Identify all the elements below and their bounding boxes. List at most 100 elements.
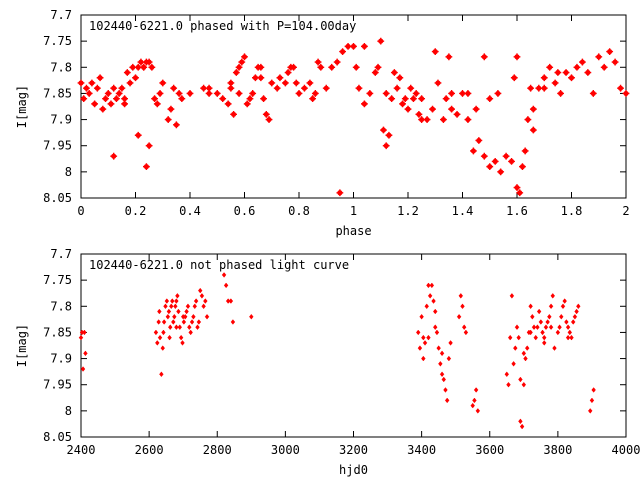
x-tick-label: 3200: [339, 443, 368, 457]
data-point: [172, 313, 177, 320]
data-point: [191, 313, 196, 320]
data-point: [546, 63, 554, 71]
data-point: [444, 397, 450, 404]
data-point: [567, 329, 573, 336]
data-point: [480, 53, 488, 61]
data-point: [470, 147, 477, 155]
data-point: [249, 313, 254, 320]
data-point: [228, 298, 234, 304]
data-point: [82, 329, 87, 336]
x-tick-label: 2: [622, 204, 629, 218]
data-point: [507, 334, 513, 341]
data-point: [145, 142, 153, 150]
data-point: [273, 84, 281, 92]
data-point: [472, 397, 477, 404]
data-point: [446, 355, 452, 362]
data-point: [418, 116, 426, 123]
data-point: [587, 408, 593, 414]
data-point: [88, 79, 96, 87]
data-point: [606, 48, 614, 55]
data-point: [265, 116, 273, 123]
data-point: [388, 95, 396, 103]
data-point: [491, 158, 499, 165]
data-point: [552, 345, 557, 351]
data-point: [148, 63, 156, 71]
data-point: [595, 53, 603, 61]
data-point: [434, 79, 442, 87]
data-point: [195, 324, 200, 331]
data-point: [235, 90, 243, 97]
y-tick-label: 7.7: [50, 8, 72, 22]
data-point: [393, 84, 401, 92]
data-point: [192, 303, 198, 310]
data-point: [396, 74, 404, 82]
data-point: [155, 340, 160, 346]
data-point: [448, 340, 453, 346]
data-point: [475, 408, 481, 414]
y-tick-label: 7.9: [50, 352, 72, 366]
data-point: [557, 324, 562, 331]
data-point: [201, 303, 206, 310]
data-point: [167, 105, 175, 113]
data-point: [188, 329, 193, 336]
data-point: [542, 334, 547, 341]
data-point: [510, 74, 518, 82]
data-point: [80, 95, 88, 103]
data-point: [438, 360, 443, 367]
data-point: [199, 293, 205, 299]
data-point: [584, 69, 592, 76]
data-point: [268, 79, 276, 87]
data-point: [153, 100, 161, 108]
y-axis-label: I[mag]: [15, 324, 29, 367]
y-tick-label: 7.95: [43, 378, 72, 392]
data-point: [399, 100, 406, 108]
data-point: [573, 63, 581, 71]
data-point: [180, 340, 185, 346]
data-point: [555, 329, 561, 336]
data-point: [562, 69, 570, 76]
data-point: [110, 152, 118, 160]
data-point: [589, 397, 595, 404]
x-tick-label: 1.8: [561, 204, 583, 218]
data-point: [174, 298, 179, 304]
data-point: [180, 313, 186, 320]
data-point: [494, 90, 502, 97]
data-point: [166, 308, 172, 315]
x-tick-label: 1.6: [506, 204, 528, 218]
data-point: [85, 90, 93, 97]
data-point: [290, 63, 297, 71]
data-point: [243, 100, 251, 108]
data-point: [565, 334, 571, 341]
data-point: [576, 303, 581, 310]
data-point: [589, 90, 597, 97]
data-point: [516, 189, 524, 197]
data-point: [554, 69, 562, 76]
data-point: [260, 95, 267, 103]
data-point: [401, 95, 409, 103]
data-point: [521, 147, 529, 155]
data-point: [83, 84, 90, 92]
data-point: [175, 293, 180, 299]
data-point: [486, 95, 494, 103]
y-tick-label: 7.9: [50, 113, 72, 127]
data-point: [461, 324, 467, 331]
data-point: [219, 95, 227, 103]
x-tick-label: 3800: [543, 443, 572, 457]
data-point: [417, 345, 423, 351]
x-axis-label: phase: [335, 224, 371, 238]
data-point: [161, 319, 167, 325]
data-point: [568, 74, 575, 82]
data-point: [382, 142, 390, 150]
data-point: [611, 58, 619, 66]
data-point: [96, 74, 104, 82]
data-point: [463, 329, 469, 336]
data-point: [165, 313, 171, 320]
data-point: [77, 79, 85, 87]
phased-light-curve-panel: 0 0.2 0.4 0.6 0.8 1 1.2 1.4 1.6 1.8 2 7.7 7.75 7.8 7.8…: [15, 8, 630, 238]
data-point: [91, 100, 99, 108]
data-point: [565, 324, 571, 331]
data-point: [276, 74, 284, 82]
data-point: [284, 69, 292, 76]
data-point: [93, 84, 101, 92]
